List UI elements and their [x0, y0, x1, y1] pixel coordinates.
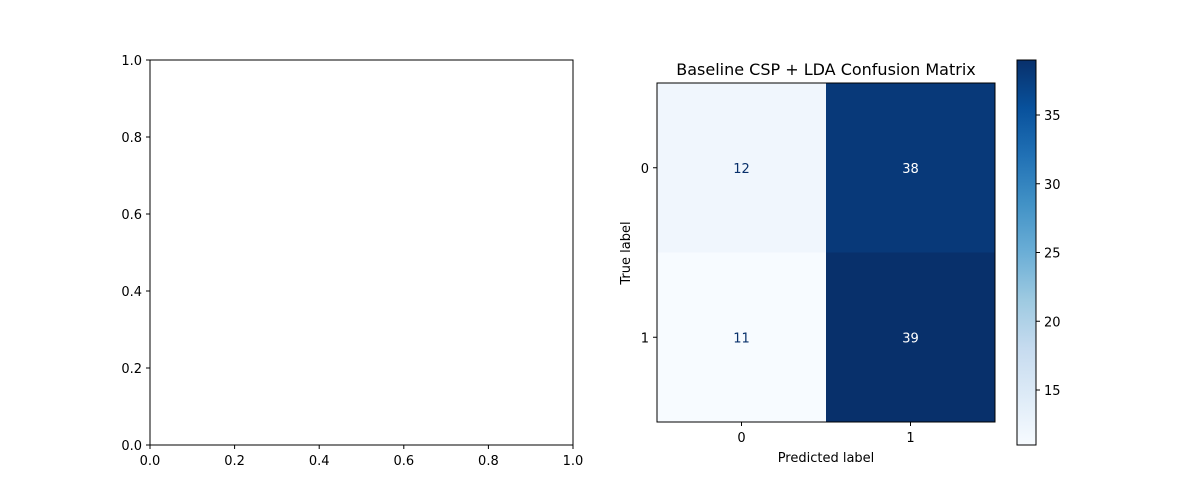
x-tick-label: 0.8: [478, 454, 499, 469]
matrix-cell: [657, 252, 827, 423]
y-tick-label: 0.4: [121, 285, 142, 300]
matrix-cell-value: 11: [733, 331, 750, 346]
empty-axes-x-ticks: 0.0 0.2 0.4 0.6 0.8 1.0: [140, 445, 584, 469]
colorbar-tick-label: 25: [1044, 247, 1061, 262]
matrix-cell-value: 12: [733, 162, 750, 177]
y-tick-label: 0.6: [121, 208, 142, 223]
empty-axes: 0.0 0.2 0.4 0.6 0.8 1.0 0.0 0.2 0.4 0.6 0.8 1.0: [121, 54, 583, 469]
x-tick-label: 0: [737, 431, 745, 446]
colorbar: 15 20 25 30 35: [1016, 59, 1061, 446]
x-tick-label: 0.0: [140, 454, 161, 469]
empty-axes-y-ticks: 0.0 0.2 0.4 0.6 0.8 1.0: [121, 54, 150, 454]
x-tick-label: 0.6: [393, 454, 414, 469]
matrix-cell: [657, 83, 827, 253]
x-tick-label: 1: [906, 431, 914, 446]
x-tick-label: 0.2: [224, 454, 245, 469]
colorbar-ticks: 15 20 25 30 35: [1036, 109, 1061, 399]
confusion-matrix-title: Baseline CSP + LDA Confusion Matrix: [676, 60, 976, 79]
colorbar-tick-label: 35: [1044, 109, 1061, 124]
x-axis-label: Predicted label: [778, 451, 875, 466]
confusion-matrix-frame: [656, 82, 996, 423]
confusion-matrix-cells: 12 38 11 39: [657, 83, 996, 423]
confusion-matrix-y-ticks: 01: [641, 162, 657, 346]
y-tick-label: 0.2: [121, 362, 142, 377]
empty-axes-frame: [149, 59, 574, 446]
colorbar-tick-label: 15: [1044, 384, 1061, 399]
y-tick-label: 1.0: [121, 54, 142, 69]
matrix-cell: [826, 252, 996, 423]
y-axis-label: True label: [619, 221, 634, 285]
matrix-cell-value: 39: [902, 331, 919, 346]
y-tick-label: 0.0: [121, 439, 142, 454]
colorbar-tick-label: 20: [1044, 315, 1061, 330]
y-tick-label: 0: [641, 162, 649, 177]
matrix-cell-value: 38: [902, 162, 919, 177]
x-tick-label: 0.4: [309, 454, 330, 469]
colorbar-tick-label: 30: [1044, 178, 1061, 193]
matrix-cell: [826, 83, 996, 253]
y-tick-label: 0.8: [121, 131, 142, 146]
confusion-matrix: Baseline CSP + LDA Confusion Matrix 12 38…: [619, 60, 996, 466]
x-tick-label: 1.0: [563, 454, 584, 469]
y-tick-label: 1: [641, 331, 649, 346]
colorbar-gradient: [1016, 59, 1037, 446]
